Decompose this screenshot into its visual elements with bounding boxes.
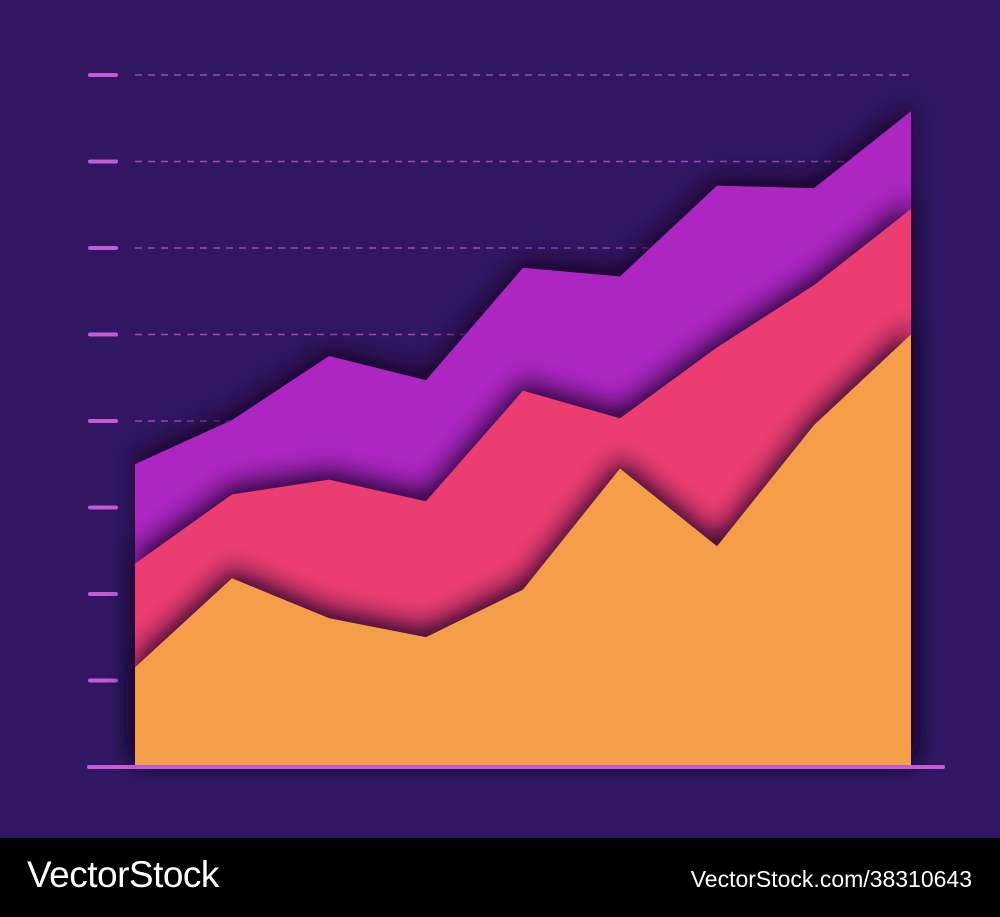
image-credit: VectorStock.com/38310643: [690, 866, 972, 892]
area-chart: [0, 0, 1000, 838]
vectorstock-logo: VectorStock: [27, 854, 219, 895]
y-axis-ticks: [88, 73, 118, 683]
footer-bar: [0, 838, 1000, 917]
stacked-areas: [135, 111, 911, 768]
area-series-1: [135, 334, 911, 767]
